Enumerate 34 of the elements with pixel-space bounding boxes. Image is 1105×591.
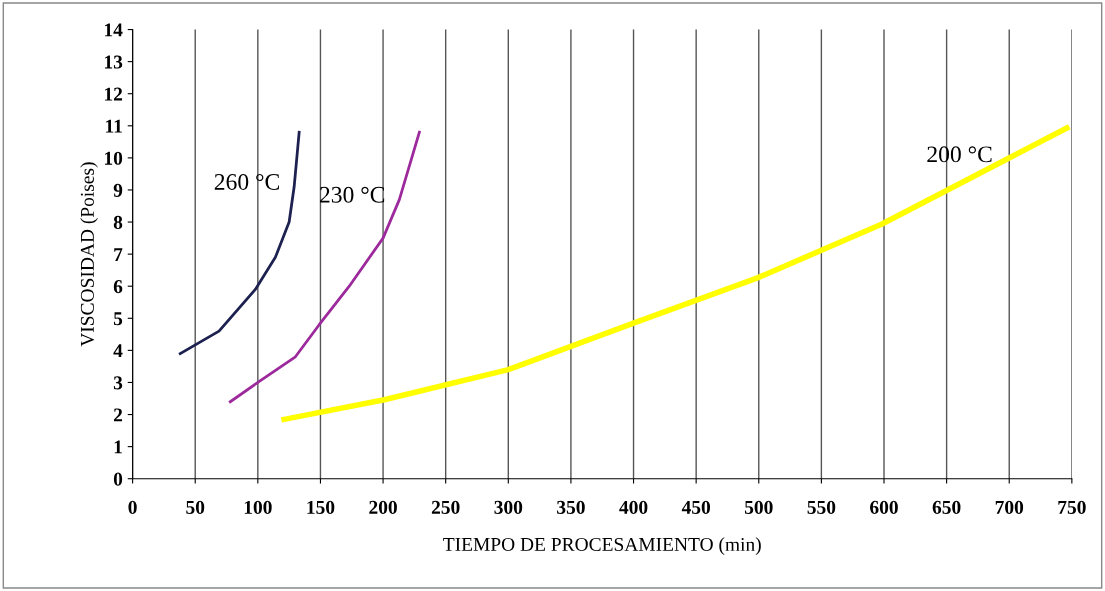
y-tick-label: 9 — [113, 183, 123, 197]
x-tick-label: 350 — [557, 500, 585, 514]
y-tick-label: 0 — [113, 472, 123, 486]
x-tick-label: 50 — [186, 500, 205, 514]
x-tick-label: 550 — [807, 500, 836, 514]
x-tick-label: 400 — [619, 500, 648, 514]
x-axis-title: TIEMPO DE PROCESAMIENTO (min) — [443, 537, 761, 555]
x-tick-label: 150 — [307, 500, 335, 514]
x-tick-label: 500 — [744, 500, 773, 514]
y-tick-label: 13 — [104, 55, 123, 69]
y-tick-label: 5 — [113, 312, 123, 326]
y-tick-label: 2 — [113, 408, 123, 422]
x-tick-label: 200 — [369, 500, 397, 514]
x-tick-label: 600 — [870, 500, 898, 514]
y-tick-label: 3 — [113, 376, 123, 390]
y-tick-label: 8 — [113, 215, 123, 229]
x-tick-label: 650 — [932, 500, 961, 514]
line-series — [178, 130, 301, 355]
x-tick-label: 700 — [995, 500, 1024, 514]
y-tick-label: 7 — [114, 248, 123, 261]
x-tick-label: 300 — [494, 500, 523, 514]
y-tick-label: 1 — [114, 440, 122, 454]
x-tick-label: 250 — [431, 500, 460, 514]
y-tick-label: 11 — [106, 119, 122, 133]
y-tick-label: 6 — [113, 280, 123, 294]
x-tick-label: 750 — [1058, 500, 1086, 514]
y-tick-label: 14 — [104, 23, 123, 37]
y-tick-label: 4 — [113, 344, 123, 358]
y-tick-label: 10 — [104, 151, 123, 165]
y-axis-title: VISCOSIDAD (Poises) — [80, 162, 98, 347]
x-tick-label: 450 — [681, 500, 710, 514]
x-tick-label: 0 — [128, 500, 137, 514]
x-tick-label: 100 — [244, 500, 272, 514]
y-tick-label: 12 — [104, 87, 123, 101]
